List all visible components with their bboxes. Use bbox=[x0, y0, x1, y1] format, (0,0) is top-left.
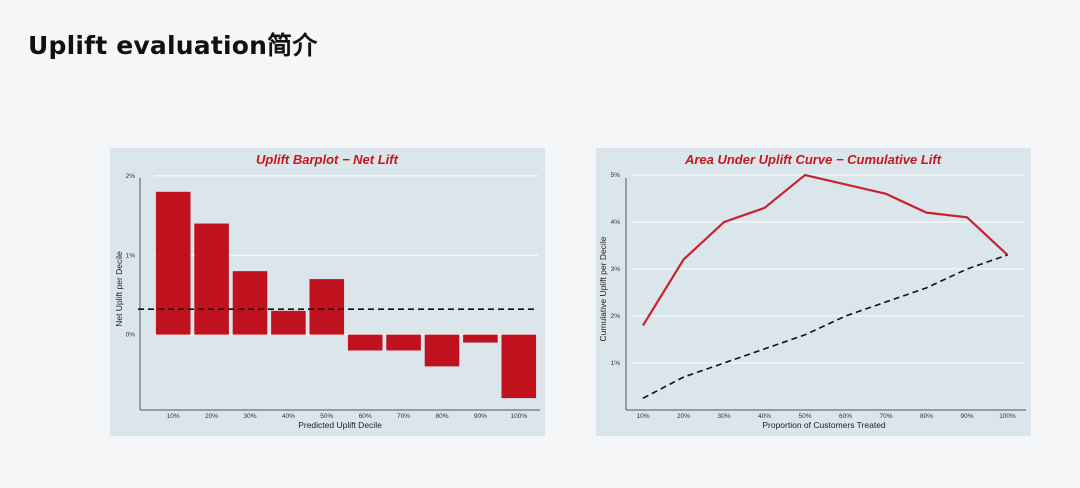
y-tick-label: 1% bbox=[126, 252, 136, 259]
chart-title: Uplift Barplot − Net Lift bbox=[256, 152, 399, 167]
x-tick-label: 70% bbox=[397, 413, 410, 420]
x-tick-label: 70% bbox=[879, 413, 892, 420]
bar bbox=[501, 334, 537, 399]
y-tick-label: 5% bbox=[611, 172, 621, 179]
y-axis-label: Net Uplift per Decile bbox=[114, 251, 124, 327]
x-tick-label: 60% bbox=[359, 413, 372, 420]
random-baseline-line bbox=[642, 254, 1008, 399]
x-tick-label: 80% bbox=[435, 413, 448, 420]
x-tick-label: 50% bbox=[798, 413, 811, 420]
bar bbox=[155, 191, 191, 335]
cumulative-lift-line-chart-svg: Area Under Uplift Curve − Cumulative Lif… bbox=[598, 152, 1026, 430]
y-tick-label: 0% bbox=[126, 332, 136, 339]
bar bbox=[424, 334, 460, 367]
x-tick-label: 30% bbox=[243, 413, 256, 420]
x-tick-label: 10% bbox=[167, 413, 180, 420]
bar bbox=[271, 310, 306, 335]
bar bbox=[347, 334, 383, 351]
x-tick-label: 80% bbox=[920, 413, 933, 420]
x-tick-label: 90% bbox=[960, 413, 973, 420]
x-tick-label: 20% bbox=[677, 413, 690, 420]
x-tick-label: 40% bbox=[282, 413, 295, 420]
chart-title: Area Under Uplift Curve − Cumulative Lif… bbox=[684, 152, 942, 167]
net-lift-bar-chart-svg: Uplift Barplot − Net Lift 0% 1% 2% 10% 20% 30%… bbox=[114, 152, 540, 430]
cumulative-lift-line-chart: Area Under Uplift Curve − Cumulative Lif… bbox=[596, 148, 1031, 436]
x-tick-label: 30% bbox=[717, 413, 730, 420]
x-tick-label: 100% bbox=[999, 413, 1016, 420]
y-tick-label: 1% bbox=[611, 360, 621, 367]
x-tick-label: 40% bbox=[758, 413, 771, 420]
x-tick-label: 20% bbox=[205, 413, 218, 420]
x-tick-label: 90% bbox=[474, 413, 487, 420]
x-axis-label: Proportion of Customers Treated bbox=[762, 420, 886, 430]
bar bbox=[194, 223, 229, 335]
bar bbox=[386, 334, 421, 351]
y-tick-label: 2% bbox=[611, 313, 621, 320]
net-lift-bar-chart: Uplift Barplot − Net Lift 0% 1% 2% 10% 20% 30%… bbox=[110, 148, 545, 436]
y-tick-label: 4% bbox=[611, 219, 621, 226]
y-tick-label: 3% bbox=[611, 266, 621, 273]
x-tick-label: 10% bbox=[636, 413, 649, 420]
x-axis-label: Predicted Uplift Decile bbox=[298, 420, 382, 430]
page-title: Uplift evaluation简介 bbox=[28, 31, 318, 60]
x-tick-label: 100% bbox=[510, 413, 527, 420]
y-axis-label: Cumulative Uplift per Decile bbox=[598, 236, 608, 341]
x-tick-label: 50% bbox=[320, 413, 333, 420]
bar bbox=[232, 271, 268, 335]
bar bbox=[463, 334, 498, 343]
bar bbox=[309, 279, 345, 335]
x-tick-label: 60% bbox=[839, 413, 852, 420]
uplift-curve-line bbox=[642, 173, 1009, 326]
y-tick-label: 2% bbox=[126, 173, 136, 180]
